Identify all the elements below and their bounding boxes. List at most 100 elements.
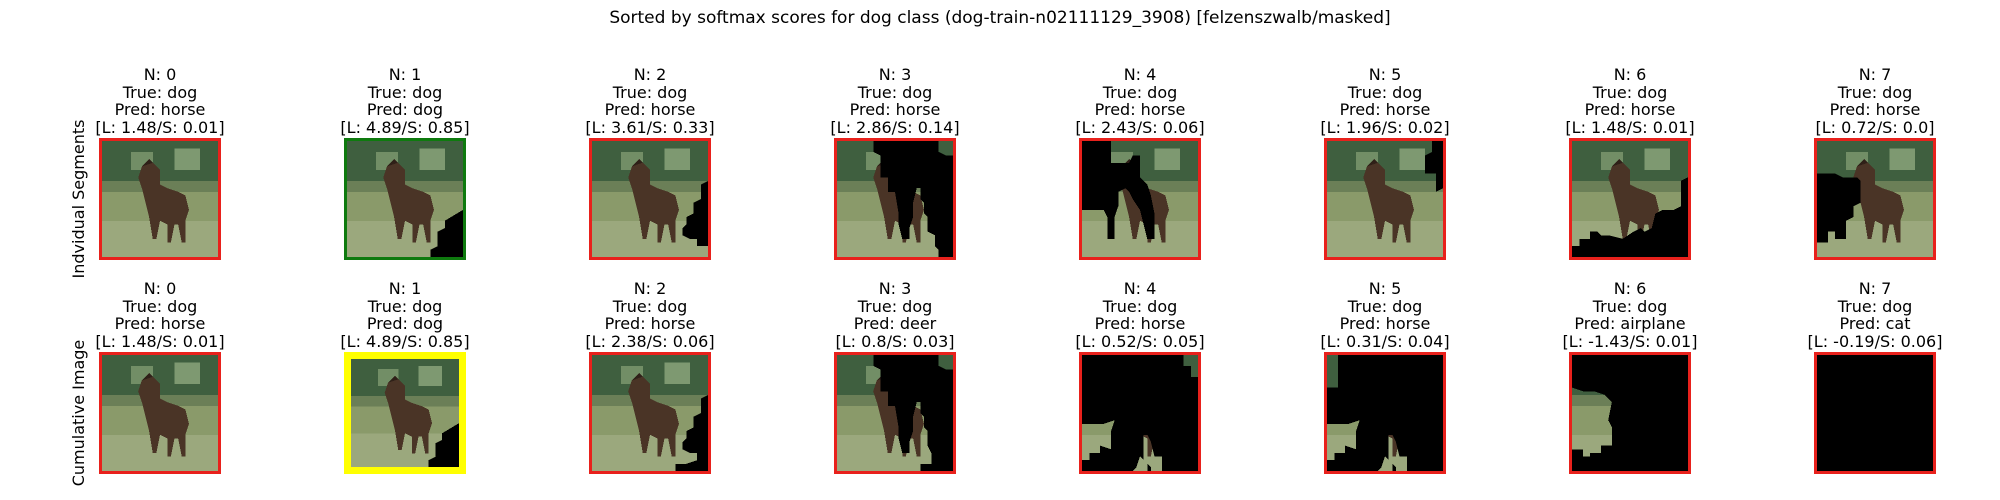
panel-score: [L: 1.48/S: 0.01] (95, 117, 225, 137)
panel-index: N: 7 (1858, 65, 1892, 84)
thumbnail-image (592, 141, 708, 257)
panel-score: [L: 1.48/S: 0.01] (95, 331, 225, 351)
panel-index: N: 3 (878, 65, 912, 84)
panel-title: N: 6 True: dog Pred: airplane [L: -1.43/S: … (1530, 280, 1730, 350)
dog-silhouette (628, 162, 679, 243)
dog-ear (1611, 159, 1623, 167)
panel-title: N: 2 True: dog Pred: horse [L: 3.61/S: 0.33… (550, 66, 750, 136)
panel-score: [L: 0.52/S: 0.05] (1075, 331, 1205, 351)
panel-true-label: True: dog (1102, 82, 1178, 102)
masked-region (1817, 173, 1861, 243)
thumbnail-image (1327, 355, 1443, 471)
panel-pred-label: Pred: dog (366, 100, 444, 119)
panel-index: N: 2 (633, 65, 667, 84)
segment-thumbnail (834, 138, 956, 260)
panel-true-label: True: dog (1837, 296, 1913, 316)
panel-title: N: 3 True: dog Pred: horse [L: 2.86/S: 0.14… (795, 66, 995, 136)
thumbnail-image (837, 141, 953, 257)
panel-score: [L: 4.89/S: 0.85] (340, 117, 470, 137)
panel-score: [L: 0.72/S: 0.0] (1815, 117, 1935, 137)
segment-thumbnail (589, 352, 711, 474)
panel-pred-label: Pred: deer (853, 314, 937, 333)
panel-index: N: 3 (878, 279, 912, 298)
panel-true-label: True: dog (1592, 296, 1668, 316)
segment-thumbnail (1324, 352, 1446, 474)
foreground-grass (1327, 220, 1443, 257)
panel-title: N: 0 True: dog Pred: horse [L: 1.48/S: 0.01… (60, 280, 260, 350)
sky-patch (664, 148, 690, 170)
segment-thumbnail (99, 352, 221, 474)
row-label-individual-segments: Indvidual Segments (69, 119, 88, 279)
masked-region (1082, 355, 1198, 471)
masked-region (428, 423, 459, 467)
dog-ear (388, 375, 399, 383)
segment-thumbnail (589, 138, 711, 260)
masked-region (873, 141, 953, 257)
dog-ear (141, 159, 153, 167)
panel-true-label: True: dog (367, 296, 443, 316)
dog-silhouette (1853, 162, 1904, 243)
thumbnail-image (102, 141, 218, 257)
masked-region (430, 209, 463, 257)
panel-true-label: True: dog (1347, 82, 1423, 102)
segment-thumbnail (344, 352, 466, 474)
dog-ear (386, 159, 398, 167)
thumbnail-image (592, 355, 708, 471)
segment-thumbnail (1079, 138, 1201, 260)
panel-pred-label: Pred: horse (1339, 314, 1431, 333)
segment-thumbnail (1569, 138, 1691, 260)
panel-index: N: 6 (1613, 279, 1647, 298)
panel-true-label: True: dog (1592, 82, 1668, 102)
dog-silhouette (1608, 162, 1659, 243)
row-label-cumulative-image: Cumulative Image (69, 339, 88, 487)
sky-patch (1644, 148, 1670, 170)
segment-thumbnail (1079, 352, 1201, 474)
segment-thumbnail (99, 138, 221, 260)
thumbnail-image (1817, 141, 1933, 257)
panel-pred-label: Pred: horse (114, 100, 206, 119)
panel-true-label: True: dog (1347, 296, 1423, 316)
sky-patch (1154, 148, 1180, 170)
panel-score: [L: 1.48/S: 0.01] (1565, 117, 1695, 137)
panel-true-label: True: dog (122, 82, 198, 102)
panel-index: N: 1 (388, 279, 422, 298)
dog-silhouette (1363, 162, 1414, 243)
dog-silhouette (384, 379, 432, 454)
segment-thumbnail (1569, 352, 1691, 474)
masked-region (1082, 141, 1155, 239)
dog-ear (1366, 159, 1378, 167)
panel-score: [L: 4.89/S: 0.85] (340, 331, 470, 351)
panel-true-label: True: dog (367, 82, 443, 102)
dog-silhouette (138, 162, 189, 243)
panel-pred-label: Pred: horse (604, 100, 696, 119)
panel-score: [L: 2.38/S: 0.06] (585, 331, 715, 351)
sky-patch (419, 148, 445, 170)
panel-pred-label: Pred: airplane (1574, 314, 1686, 333)
panel-index: N: 4 (1123, 279, 1157, 298)
panel-score: [L: 2.43/S: 0.06] (1075, 117, 1205, 137)
panel-pred-label: Pred: horse (1339, 100, 1431, 119)
panel-pred-label: Pred: horse (1584, 100, 1676, 119)
panel-title: N: 5 True: dog Pred: horse [L: 0.31/S: 0.04… (1285, 280, 1485, 350)
panel-index: N: 7 (1858, 279, 1892, 298)
panel-true-label: True: dog (122, 296, 198, 316)
panel-pred-label: Pred: cat (1839, 314, 1911, 333)
thumbnail-image (1082, 141, 1198, 257)
panel-score: [L: 3.61/S: 0.33] (585, 117, 715, 137)
panel-title: N: 6 True: dog Pred: horse [L: 1.48/S: 0.01… (1530, 66, 1730, 136)
panel-pred-label: Pred: horse (114, 314, 206, 333)
panel-true-label: True: dog (1102, 296, 1178, 316)
sky-patch (174, 362, 200, 384)
thumbnail-image (1082, 355, 1198, 471)
panel-index: N: 0 (143, 65, 177, 84)
panel-title: N: 0 True: dog Pred: horse [L: 1.48/S: 0.01… (60, 66, 260, 136)
panel-score: [L: -0.19/S: 0.06] (1807, 331, 1943, 351)
panel-pred-label: Pred: horse (849, 100, 941, 119)
segment-thumbnail (834, 352, 956, 474)
panel-score: [L: 1.96/S: 0.02] (1320, 117, 1450, 137)
panel-title: N: 3 True: dog Pred: deer [L: 0.8/S: 0.03] (795, 280, 995, 350)
panel-score: [L: 0.31/S: 0.04] (1320, 331, 1450, 351)
sky-patch (174, 148, 200, 170)
panel-true-label: True: dog (857, 82, 933, 102)
dog-ear (1856, 159, 1868, 167)
